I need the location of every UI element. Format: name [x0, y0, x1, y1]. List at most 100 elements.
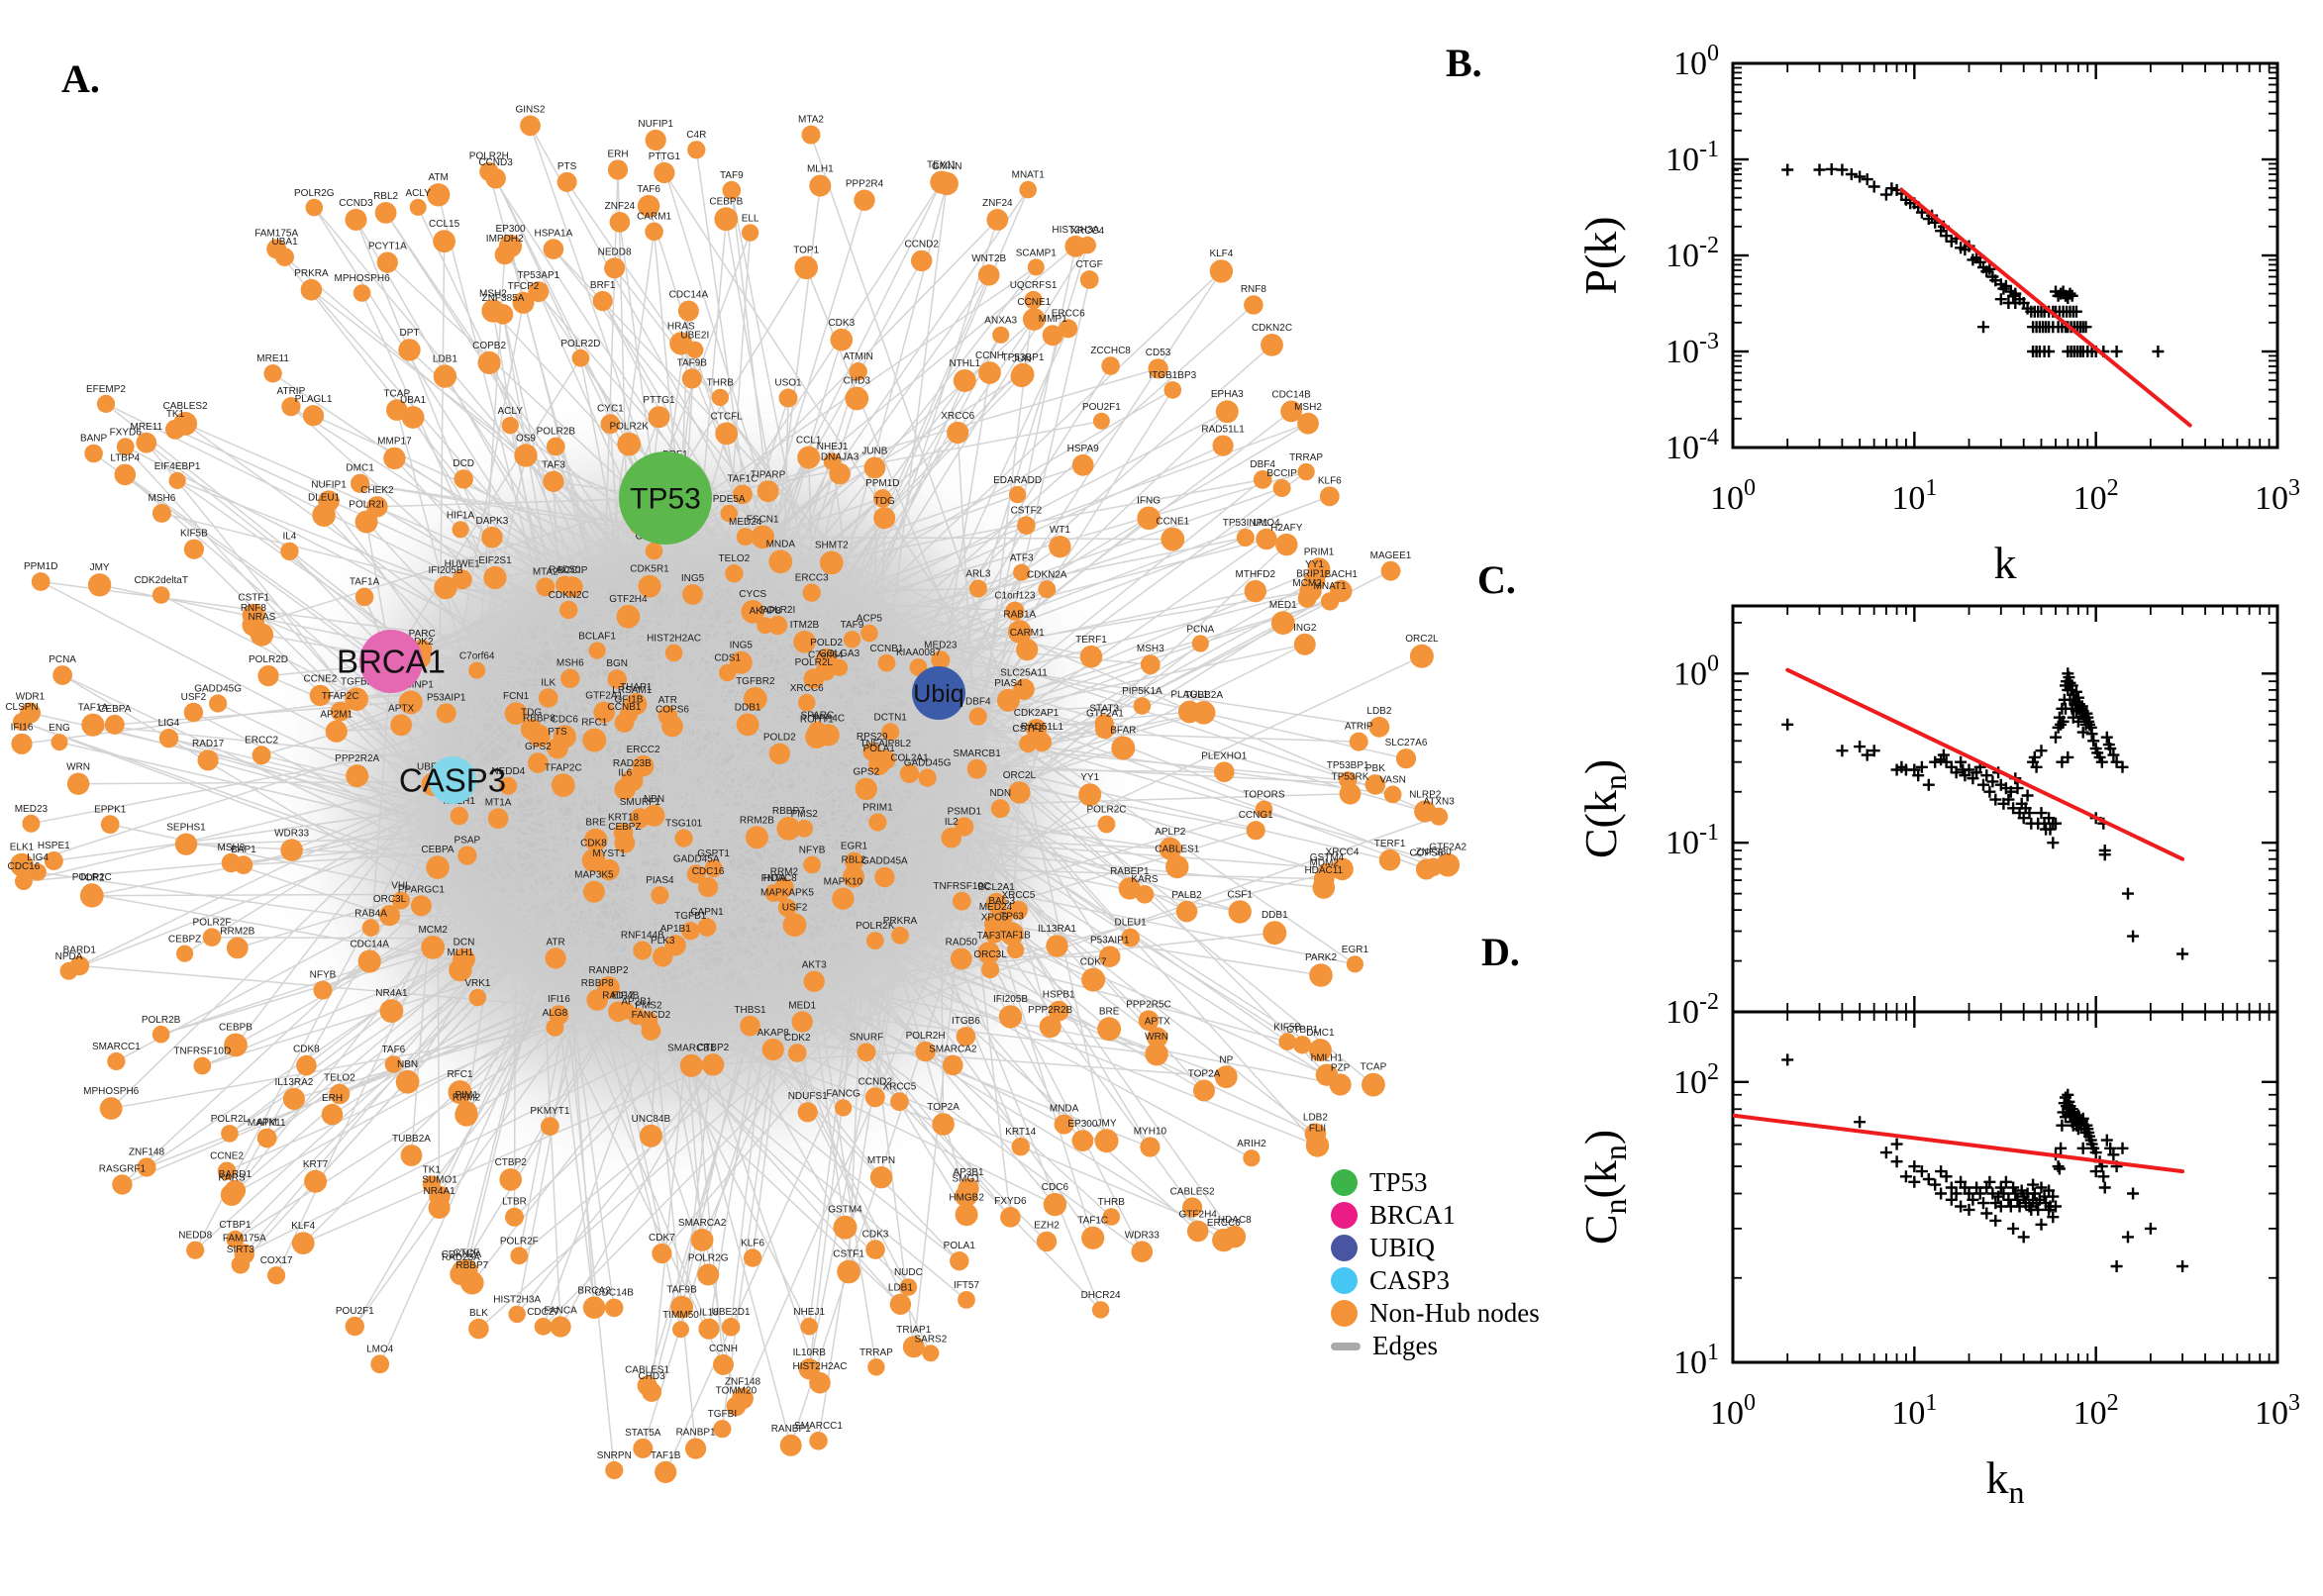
network-node — [808, 721, 827, 740]
network-node — [193, 1056, 212, 1075]
network-node — [873, 489, 892, 508]
network-node — [996, 688, 1020, 712]
network-node-label: BCL2A1 — [978, 882, 1016, 893]
network-node-label: MCM2 — [418, 925, 448, 936]
network-node-label: PIAS4 — [646, 875, 674, 886]
network-node-label: WRN — [66, 762, 90, 773]
plot-B: 100 101 102 103 100 10-1 10-2 10-3 10-4 P(k) k — [1575, 41, 2300, 588]
network-node — [743, 1248, 762, 1267]
network-node-label: CABLES2 — [1170, 1186, 1215, 1197]
network-node-label: TAF1A — [78, 703, 109, 714]
network-node-label: KARS — [1131, 874, 1159, 885]
network-node — [768, 549, 793, 574]
network-node-label: NEDD8 — [178, 1231, 212, 1242]
network-node-label: POLR2C — [1086, 805, 1126, 816]
network-node-label: TAF1A — [350, 577, 380, 588]
network-node-label: NR4A1 — [423, 1186, 455, 1197]
network-node-label: POLA1 — [944, 1241, 976, 1251]
network-node-label: CHD3 — [844, 376, 871, 387]
network-node — [778, 388, 798, 408]
network-node-label: ORC2L — [1405, 634, 1439, 645]
network-node — [376, 251, 398, 273]
network-node-label: CDKN2C — [1252, 323, 1292, 334]
network-node — [1228, 900, 1252, 924]
network-node — [701, 1053, 725, 1076]
network-node-label: TAF6 — [382, 1045, 406, 1055]
network-node-label: HMGB2 — [949, 1192, 984, 1203]
network-node-label: ERCC2 — [245, 735, 278, 746]
network-node — [981, 960, 1000, 979]
network-node — [1186, 1220, 1209, 1243]
network-node-label: CCND3 — [339, 198, 373, 209]
network-node-label: DLEU1 — [1114, 918, 1147, 929]
network-node-label: RBBP8 — [523, 714, 556, 725]
network-node-label: MED24 — [729, 517, 762, 528]
network-node-label: SARS2 — [915, 1334, 948, 1345]
svg-text:101: 101 — [1891, 475, 1937, 517]
network-node — [400, 1145, 423, 1166]
network-node — [794, 255, 818, 280]
network-node — [1236, 529, 1255, 547]
network-node — [410, 895, 432, 917]
network-node-label: GADD45A — [673, 853, 720, 864]
network-node — [803, 855, 821, 874]
network-node-label: CHEK2 — [360, 485, 394, 496]
network-node-label: PMS2 — [791, 809, 819, 820]
network-node-label: POLD2 — [763, 733, 796, 744]
network-node-label: BCLAF1 — [578, 632, 616, 643]
network-node — [512, 291, 535, 314]
network-node — [698, 877, 719, 898]
plot-ticks — [1733, 63, 2277, 448]
network-node-label: ATMIN — [844, 351, 873, 362]
network-node-label: RBBP7 — [455, 1260, 488, 1271]
network-node-label: KRT14 — [1005, 1127, 1036, 1138]
network-node — [1011, 1138, 1030, 1156]
network-node — [1039, 1015, 1061, 1039]
network-node — [768, 743, 790, 764]
network-node-label: FXYD6 — [994, 1196, 1027, 1207]
network-node — [114, 463, 137, 486]
network-node — [560, 668, 580, 688]
network-node-label: GTF2A1 — [1086, 708, 1124, 719]
network-node-label: CDK3 — [862, 1229, 889, 1240]
network-node — [685, 1438, 707, 1459]
network-node-label: IL6 — [618, 767, 632, 778]
fit-line — [1899, 187, 2192, 428]
network-node — [793, 631, 816, 653]
network-node-label: CSTF1 — [833, 1249, 864, 1260]
network-node-label: LTBR — [502, 1197, 527, 1208]
network-node-label: CHD3 — [638, 1371, 665, 1382]
network-node — [345, 687, 368, 711]
network-node-label: CCNE1 — [1017, 297, 1051, 308]
network-node — [736, 528, 755, 547]
network-node — [899, 763, 920, 783]
network-node — [803, 970, 825, 992]
network-node-label: PSAP — [454, 836, 481, 847]
network-node-label: IFT57 — [954, 1280, 980, 1291]
network-node-label: EP300 — [495, 224, 525, 235]
network-node-label: LTBP4 — [110, 453, 140, 464]
network-node — [87, 573, 112, 597]
network-node — [15, 872, 33, 890]
network-node — [864, 1087, 885, 1108]
network-node-label: CCL15 — [429, 219, 460, 230]
network-node-label: NUFIP1 — [638, 119, 673, 130]
network-node-label: KARS — [218, 1173, 246, 1184]
network-node — [346, 764, 369, 788]
network-node — [632, 754, 655, 777]
network-node — [761, 1038, 784, 1061]
network-node-label: ORC3L — [973, 949, 1007, 960]
network-node — [736, 713, 759, 737]
network-node — [849, 362, 867, 381]
network-node-label: ARIH2 — [1237, 1139, 1266, 1149]
network-node — [183, 539, 204, 559]
network-node-label: NEDD4 — [491, 766, 525, 777]
network-node — [1042, 325, 1063, 347]
network-node-label: POLR2D — [560, 339, 600, 349]
network-node-label: CCND2 — [904, 240, 939, 250]
panel-label-c: C. — [1477, 557, 1516, 602]
network-node-label: SMG1 — [953, 1174, 981, 1185]
network-node — [697, 918, 717, 937]
hub-label-tp53: TP53 — [630, 483, 701, 516]
network-node-label: RRM2B — [220, 927, 254, 938]
